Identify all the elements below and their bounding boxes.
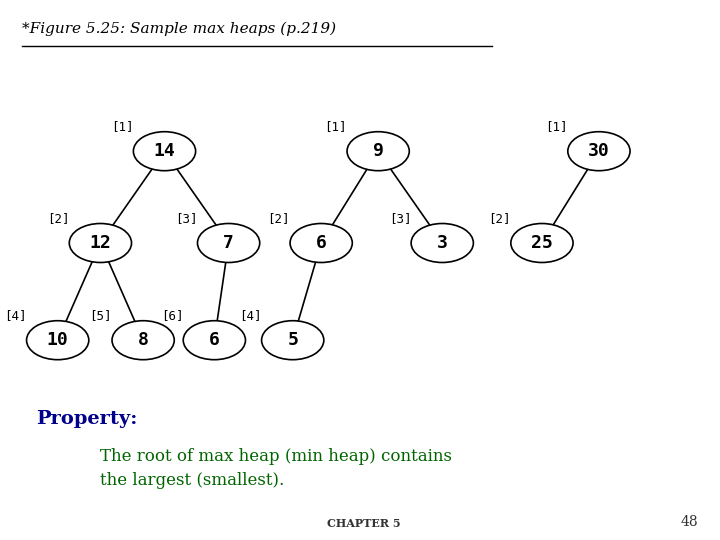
Ellipse shape	[197, 224, 260, 262]
Text: 14: 14	[153, 142, 176, 160]
Text: 5: 5	[287, 331, 298, 349]
Ellipse shape	[183, 321, 246, 360]
Text: [1]: [1]	[325, 120, 347, 133]
Text: [4]: [4]	[4, 309, 27, 322]
Text: [2]: [2]	[47, 212, 69, 225]
Text: [4]: [4]	[239, 309, 261, 322]
Ellipse shape	[27, 321, 89, 360]
Text: The root of max heap (min heap) contains
the largest (smallest).: The root of max heap (min heap) contains…	[100, 448, 452, 489]
Text: [3]: [3]	[389, 212, 411, 225]
Text: 7: 7	[223, 234, 234, 252]
Text: 25: 25	[531, 234, 553, 252]
Text: [5]: [5]	[89, 309, 112, 322]
Text: 9: 9	[373, 142, 384, 160]
Text: CHAPTER 5: CHAPTER 5	[327, 518, 401, 529]
Text: 12: 12	[89, 234, 112, 252]
Text: *Figure 5.25: Sample max heaps (p.219): *Figure 5.25: Sample max heaps (p.219)	[22, 22, 336, 36]
Ellipse shape	[411, 224, 473, 262]
Ellipse shape	[133, 132, 196, 171]
Text: [1]: [1]	[545, 120, 568, 133]
Text: 6: 6	[316, 234, 327, 252]
Text: 48: 48	[681, 515, 698, 529]
Ellipse shape	[112, 321, 174, 360]
Ellipse shape	[261, 321, 324, 360]
Ellipse shape	[347, 132, 409, 171]
Ellipse shape	[568, 132, 630, 171]
Text: [6]: [6]	[161, 309, 183, 322]
Text: [2]: [2]	[488, 212, 510, 225]
Text: 8: 8	[138, 331, 148, 349]
Ellipse shape	[69, 224, 132, 262]
Ellipse shape	[290, 224, 352, 262]
Text: 6: 6	[209, 331, 220, 349]
Ellipse shape	[510, 224, 573, 262]
Text: 3: 3	[437, 234, 448, 252]
Text: [3]: [3]	[175, 212, 197, 225]
Text: Property:: Property:	[36, 410, 138, 428]
Text: 10: 10	[47, 331, 68, 349]
Text: 30: 30	[588, 142, 610, 160]
Text: [2]: [2]	[268, 212, 290, 225]
Text: [1]: [1]	[111, 120, 133, 133]
